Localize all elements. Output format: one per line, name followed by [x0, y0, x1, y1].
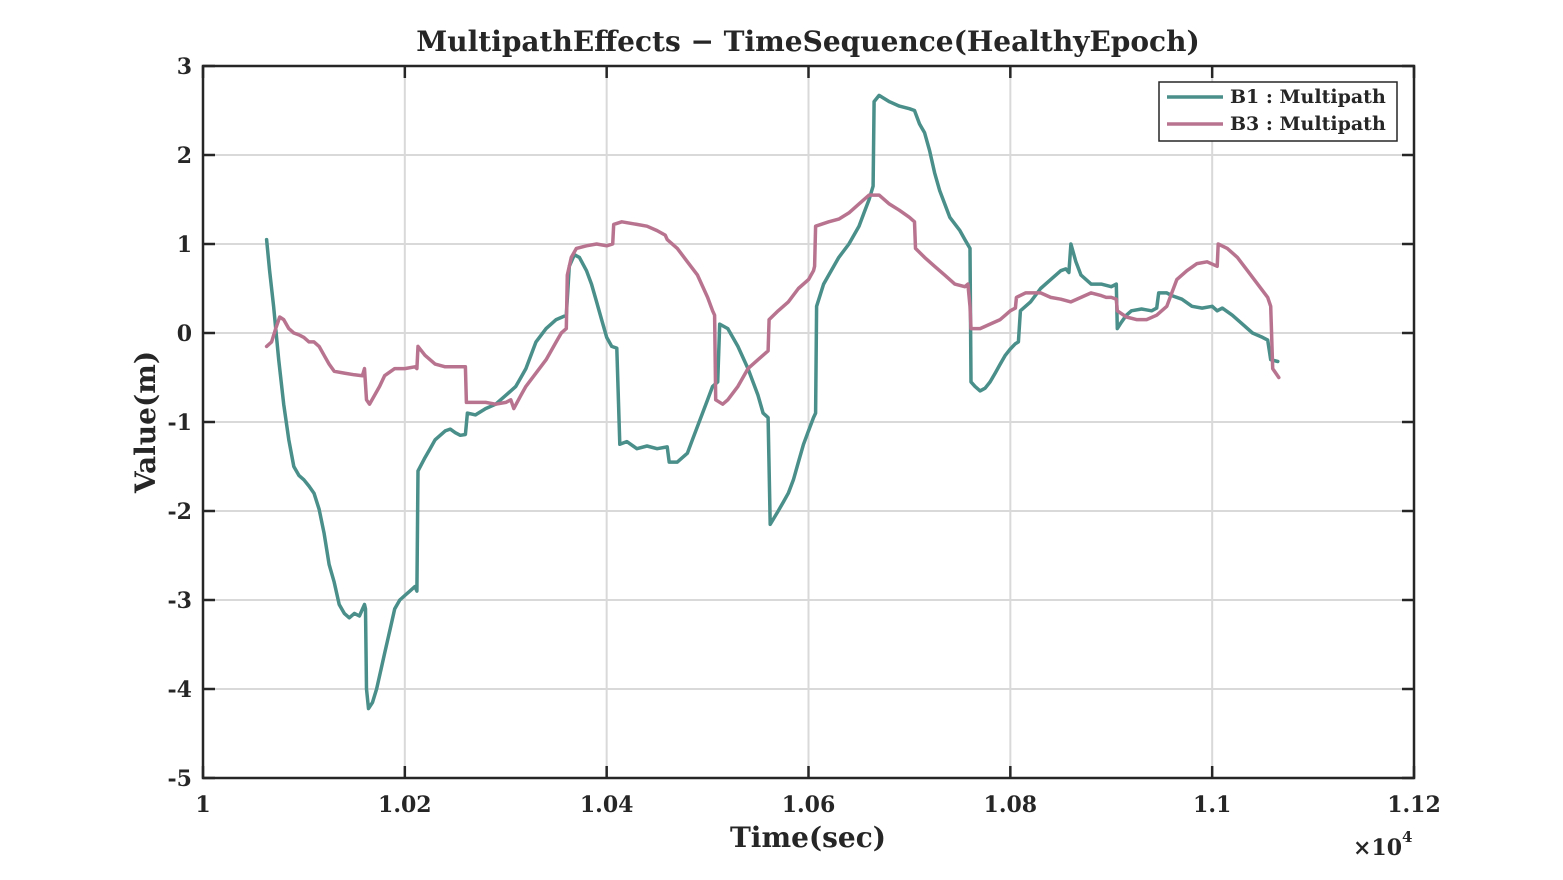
- x-exponent-label: ×10: [1353, 835, 1402, 861]
- grid-layer: [202, 65, 1415, 779]
- y-axis-title: Value(m): [129, 351, 162, 494]
- x-exponent-power: 4: [1402, 828, 1412, 846]
- y-tick-label: 3: [177, 54, 192, 80]
- legend-box: [1158, 81, 1398, 142]
- legend-label-b1: B1 : Multipath: [1230, 86, 1386, 108]
- y-tick-label: 0: [177, 321, 192, 347]
- tick-layer: 1 1.02 1.04 1.06 1.08 1.1 1.12 -5 -4 -3 -2 -1 0 1 2 3: [168, 54, 1441, 818]
- y-tick-label: -2: [168, 499, 192, 525]
- y-tick-label: -3: [168, 588, 192, 614]
- x-tick-label: 1.04: [580, 792, 634, 818]
- x-tick-label: 1.08: [984, 792, 1038, 818]
- legend: B1 : Multipath B3 : Multipath: [1158, 81, 1398, 142]
- x-tick-label: 1.06: [782, 792, 836, 818]
- y-tick-label: 2: [177, 143, 192, 169]
- x-tick-label: 1.12: [1387, 792, 1441, 818]
- legend-label-b3: B3 : Multipath: [1230, 113, 1386, 135]
- y-tick-label: -5: [168, 766, 192, 792]
- y-tick-label: -4: [168, 677, 192, 703]
- series-line-b1: [264, 93, 1280, 711]
- series-line-b3: [264, 193, 1281, 411]
- series-layer: [264, 93, 1281, 711]
- y-tick-label: 1: [177, 232, 192, 258]
- x-axis-title: Time(sec): [730, 821, 886, 854]
- y-tick-label: -1: [168, 410, 192, 436]
- x-tick-label: 1.02: [378, 792, 432, 818]
- chart-title: MultipathEffects − TimeSequence(HealthyE…: [416, 25, 1199, 58]
- x-tick-label: 1.1: [1193, 792, 1231, 818]
- x-tick-label: 1: [195, 792, 210, 818]
